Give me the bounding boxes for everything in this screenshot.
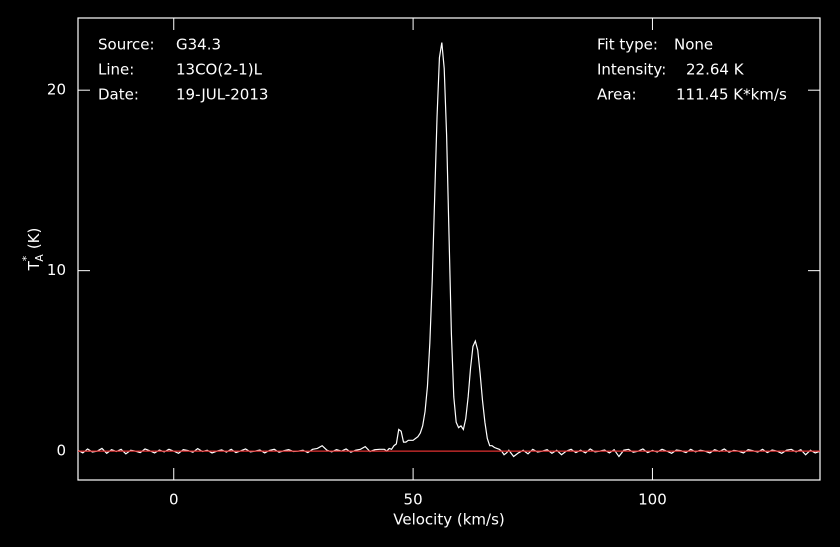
y-label-sup: * xyxy=(20,255,33,261)
annotation-value: 22.64 K xyxy=(686,61,745,79)
annotation-value: G34.3 xyxy=(176,36,221,54)
y-axis-label: T*A (K) xyxy=(20,228,46,272)
y-label-unit: (K) xyxy=(25,228,43,250)
y-label-sub: A xyxy=(33,254,46,262)
annotation-value: 19-JUL-2013 xyxy=(176,86,268,104)
annotation-label: Date: xyxy=(98,86,139,104)
x-tick-label: 50 xyxy=(404,491,423,509)
annotation-label: Line: xyxy=(98,61,134,79)
x-tick-label: 0 xyxy=(169,491,179,509)
annotation-value: 111.45 K*km/s xyxy=(676,86,787,104)
x-axis-label: Velocity (km/s) xyxy=(393,511,504,529)
y-label-symbol: T xyxy=(25,260,43,271)
annotation-label: Area: xyxy=(597,86,637,104)
plot-frame xyxy=(77,17,821,481)
annotation-label: Intensity: xyxy=(597,61,666,79)
annotation-label: Source: xyxy=(98,36,155,54)
x-tick-label: 100 xyxy=(638,491,667,509)
y-tick-label: 0 xyxy=(56,442,66,460)
y-tick-label: 10 xyxy=(47,261,66,279)
annotation-value: None xyxy=(674,36,713,54)
annotation-value: 13CO(2-1)L xyxy=(176,61,263,79)
y-tick-label: 20 xyxy=(47,81,66,99)
annotation-label: Fit type: xyxy=(597,36,658,54)
